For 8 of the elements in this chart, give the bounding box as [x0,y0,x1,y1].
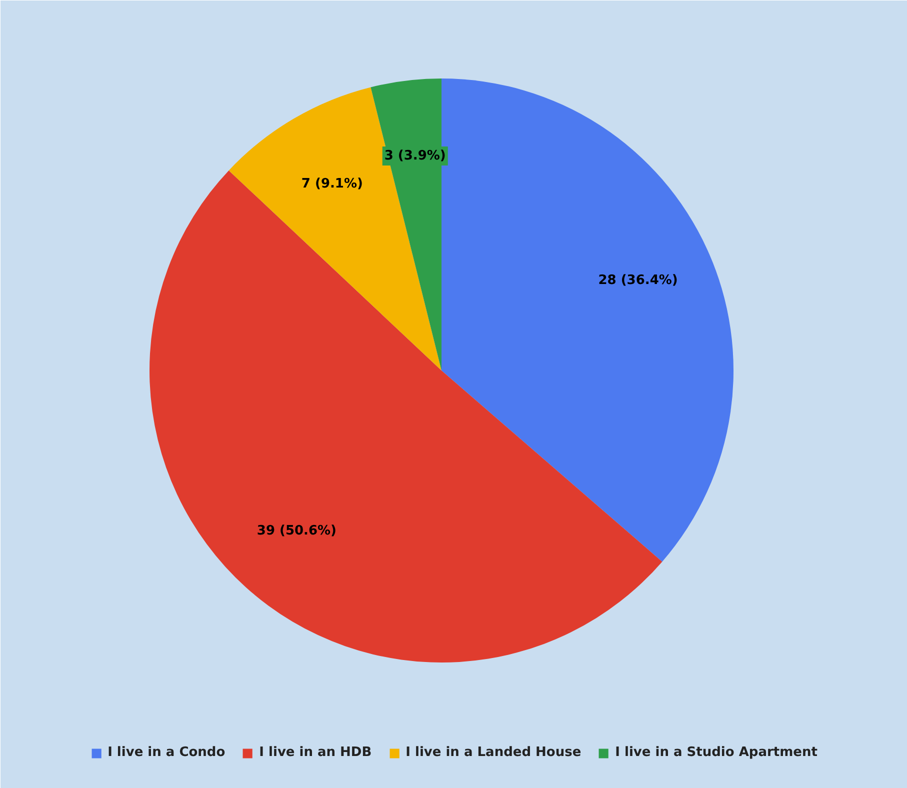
data-label: 28 (36.4%) [598,273,678,288]
data-label: 3 (3.9%) [384,148,446,164]
legend-label: I live in an HDB [259,745,372,760]
data-label: 39 (50.6%) [256,523,337,538]
legend-label: I live in a Studio Apartment [615,745,818,760]
legend-label: I live in a Condo [108,745,226,760]
legend-label: I live in a Landed House [406,745,582,760]
data-label: 7 (9.1%) [301,176,363,192]
